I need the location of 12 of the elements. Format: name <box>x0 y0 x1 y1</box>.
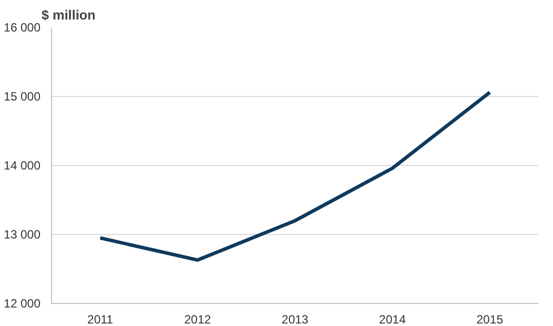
x-tick-label: 2011 <box>87 312 114 326</box>
x-tick-label: 2015 <box>476 312 504 326</box>
y-tick-label: 16 000 <box>4 20 41 34</box>
y-axis-title: $ million <box>42 8 96 22</box>
x-tick-label: 2012 <box>184 312 212 326</box>
x-tick-label: 2013 <box>282 312 309 326</box>
x-tick-label: 2014 <box>379 312 406 326</box>
y-tick-label: 12 000 <box>4 296 41 310</box>
y-tick-label: 14 000 <box>4 158 41 172</box>
y-tick-label: 13 000 <box>4 228 41 242</box>
y-tick-label: 15 000 <box>4 90 41 104</box>
line-series <box>98 90 492 262</box>
